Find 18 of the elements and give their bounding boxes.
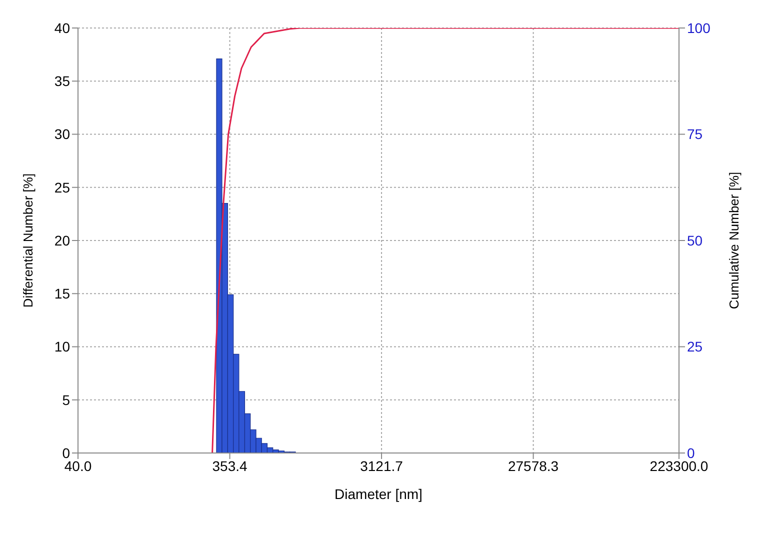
y-tick-label: 15 [54, 286, 70, 302]
y-axis-title: Differential Number [%] [20, 173, 36, 308]
x-tick-label: 3121.7 [360, 458, 404, 474]
y2-axis-title: Cumulative Number [%] [726, 172, 742, 310]
y-tick-label: 10 [54, 338, 70, 355]
y-tick-label: 25 [54, 179, 70, 196]
y2-tick-label: 25 [687, 338, 703, 355]
y2-tick-label: 75 [687, 126, 703, 142]
x-tick-label: 353.4 [212, 458, 248, 474]
y2-tick-label: 50 [687, 232, 703, 248]
y-tick-label: 35 [54, 73, 70, 90]
y2-tick-label: 100 [687, 20, 711, 36]
x-tick-label: 27578.3 [508, 458, 559, 474]
y-tick-label: 30 [54, 126, 70, 142]
y-tick-label: 40 [54, 20, 70, 36]
y-tick-label: 20 [54, 232, 70, 248]
x-axis-title: Diameter [nm] [334, 486, 422, 502]
y-tick-label: 5 [62, 392, 70, 408]
